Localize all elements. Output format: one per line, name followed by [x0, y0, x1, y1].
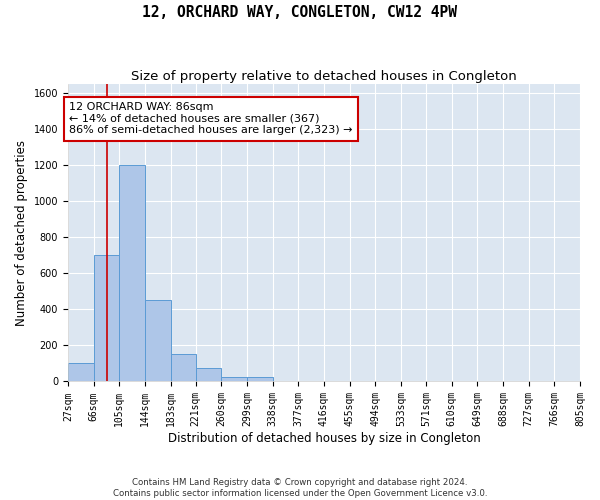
Bar [247, 377, 272, 382]
Bar [196, 368, 221, 382]
Bar [94, 256, 119, 382]
Bar [170, 354, 196, 382]
Bar [119, 166, 145, 382]
Bar [145, 300, 170, 382]
Text: 12 ORCHARD WAY: 86sqm
← 14% of detached houses are smaller (367)
86% of semi-det: 12 ORCHARD WAY: 86sqm ← 14% of detached … [69, 102, 353, 136]
Title: Size of property relative to detached houses in Congleton: Size of property relative to detached ho… [131, 70, 517, 83]
Y-axis label: Number of detached properties: Number of detached properties [15, 140, 28, 326]
Bar [68, 364, 94, 382]
Bar [221, 377, 247, 382]
Text: 12, ORCHARD WAY, CONGLETON, CW12 4PW: 12, ORCHARD WAY, CONGLETON, CW12 4PW [143, 5, 458, 20]
Text: Contains HM Land Registry data © Crown copyright and database right 2024.
Contai: Contains HM Land Registry data © Crown c… [113, 478, 487, 498]
X-axis label: Distribution of detached houses by size in Congleton: Distribution of detached houses by size … [167, 432, 481, 445]
